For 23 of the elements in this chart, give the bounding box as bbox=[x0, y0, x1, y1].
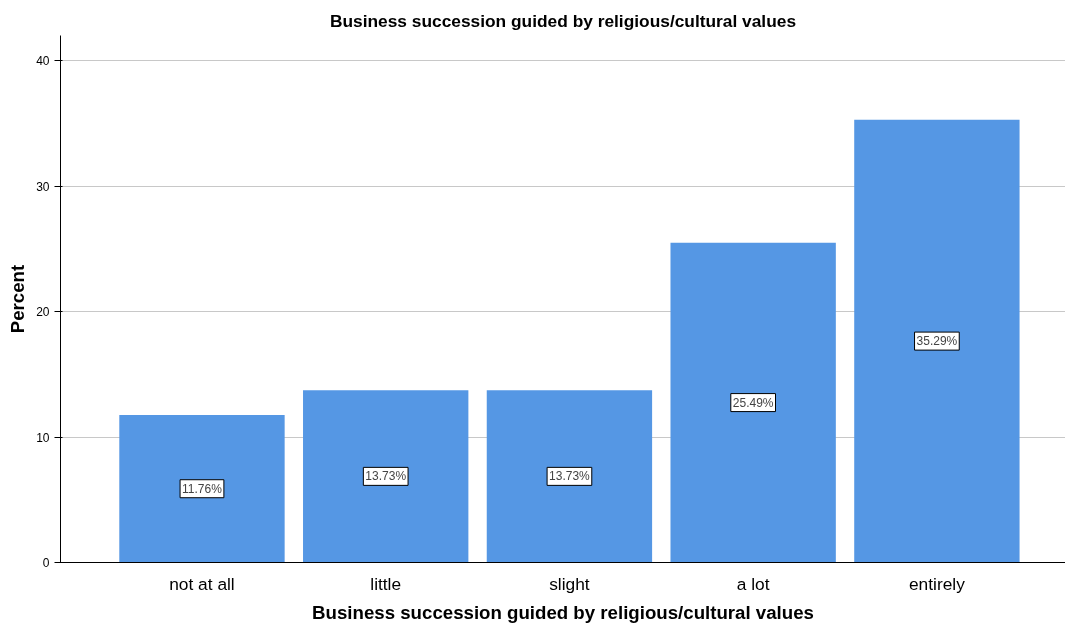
bar bbox=[854, 119, 1020, 563]
x-tick-label: a lot bbox=[736, 573, 770, 594]
data-label: 25.49% bbox=[732, 395, 774, 410]
data-label: 11.76% bbox=[182, 481, 223, 496]
x-tick-label: little bbox=[370, 573, 402, 594]
x-tick-label: not at all bbox=[169, 573, 235, 594]
y-axis-title: Percent bbox=[7, 264, 29, 334]
data-label: 13.73% bbox=[365, 469, 407, 484]
x-axis-title: Business succession guided by religious/cultural values bbox=[312, 601, 814, 623]
y-tick-label: 20 bbox=[36, 305, 50, 320]
chart-title: Business succession guided by religious/cultural values bbox=[329, 10, 797, 31]
bar bbox=[119, 414, 285, 563]
y-tick-label: 40 bbox=[36, 54, 50, 69]
x-tick-label: entirely bbox=[908, 573, 966, 594]
y-tick-label: 30 bbox=[36, 179, 50, 194]
bar bbox=[486, 390, 653, 563]
y-tick-label: 10 bbox=[36, 430, 50, 445]
y-tick-label: 0 bbox=[42, 556, 50, 570]
bar bbox=[303, 390, 469, 563]
x-tick-label: slight bbox=[549, 573, 590, 594]
bar bbox=[670, 242, 836, 563]
data-label: 35.29% bbox=[916, 334, 958, 349]
data-label: 13.73% bbox=[549, 469, 591, 484]
